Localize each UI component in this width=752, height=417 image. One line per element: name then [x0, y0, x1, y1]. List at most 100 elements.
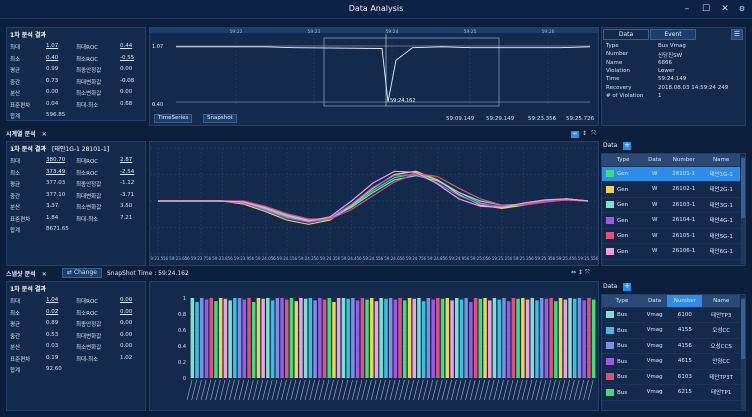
bar: [388, 298, 393, 378]
bar: [492, 298, 497, 378]
table-header-row: Type Data Number Name: [602, 295, 740, 308]
table-row[interactable]: Gen W 26102-1 태안2G-1: [602, 181, 740, 198]
table-row[interactable]: Bus Vmag 4615 안양CC: [602, 353, 740, 370]
minimize-button[interactable]: –: [684, 4, 690, 14]
mid-add-icon[interactable]: +: [623, 141, 631, 150]
table-row[interactable]: Gen W 26106-1 태안6G-1: [602, 243, 740, 260]
change-button[interactable]: ⇄ Change: [62, 268, 102, 278]
table-row[interactable]: Bus Vmag 6215 태안TP1: [602, 384, 740, 401]
bar: [346, 298, 350, 378]
table-row[interactable]: Gen W 26103-1 태안3G-1: [602, 197, 740, 213]
timeseries-section-header: 시계열 분석 ✕: [6, 129, 47, 139]
stat-label: 합계: [10, 228, 21, 234]
fit-icon[interactable]: ⇔: [571, 131, 579, 138]
bar-x-label: [285, 379, 292, 401]
stat-label-2: 최대변화값: [76, 79, 102, 86]
column-header[interactable]: Number: [667, 295, 703, 308]
top-line-chart[interactable]: 59:22 59:23 59:24 59:25 59:26 1.07 0.40 59:24.1…: [150, 28, 598, 108]
data-cell: Vmag: [641, 307, 668, 323]
type-cell: Bus: [602, 369, 642, 385]
bar: [535, 300, 539, 378]
bar: [318, 298, 322, 378]
table-row[interactable]: Bus Vmag 4155 오성CC: [602, 322, 740, 339]
bar-x-label: [276, 379, 282, 401]
column-header[interactable]: Number: [665, 154, 703, 167]
mid-x-tick: 59:25.456: [556, 256, 577, 261]
bot-add-icon[interactable]: +: [623, 282, 631, 291]
bar: [530, 298, 534, 378]
bar: [218, 298, 223, 378]
column-header[interactable]: Name: [702, 295, 740, 308]
bar: [266, 298, 270, 378]
type-cell: Gen: [602, 212, 645, 229]
column-header[interactable]: Type: [602, 154, 645, 167]
stat-label-2: 최소변화값: [76, 345, 102, 351]
table-row[interactable]: Gen W 26105-1 태안5G-1: [602, 228, 740, 244]
snapshot-button[interactable]: Snapshot: [203, 114, 237, 123]
bar-x-label: [370, 379, 377, 401]
stat-value: 596.85: [46, 112, 66, 118]
bar: [407, 298, 412, 378]
bar-x-label: [205, 379, 212, 401]
settings-icon[interactable]: ⚙: [738, 5, 746, 13]
series-swatch: [606, 170, 614, 178]
bar-x-label: [399, 379, 405, 401]
mid-x-tick: 59:25.156: [492, 256, 513, 261]
column-header[interactable]: Data: [641, 295, 668, 308]
event-panel: Data Event ☰ Type Bus Vmag Number 신당진SW Name…: [601, 27, 746, 126]
bar-x-label: [342, 379, 349, 401]
bot-table-scrollbar[interactable]: [741, 297, 745, 409]
bar: [549, 298, 553, 378]
table-row[interactable]: Bus Vmag 6100 태안TP3: [602, 307, 740, 323]
bar-x-label: [394, 379, 400, 401]
bar: [469, 302, 473, 378]
bar: [577, 298, 582, 378]
table-row[interactable]: Bus Vmag 6103 태안TP3T: [602, 369, 740, 385]
close-button[interactable]: ✕: [721, 4, 729, 14]
bottom-tool-icons[interactable]: ⇔ ↕ ⤧: [571, 269, 590, 276]
bar: [393, 299, 398, 378]
mid-data-label: Data: [603, 142, 618, 149]
mid-table-scrollbar[interactable]: [741, 156, 745, 264]
column-header[interactable]: Type: [602, 295, 642, 308]
expand-icon[interactable]: ↕: [582, 130, 588, 137]
bot-bar-chart[interactable]: 1 0.8 0.6 0.4 0.2 0: [150, 282, 598, 410]
mid-table-panel: Type Data Number Name Gen W 26101-1 태안1G-1 Gen W 2…: [601, 153, 746, 266]
timeseries-button[interactable]: TimeSeries: [154, 114, 193, 123]
close-snapshot-icon[interactable]: ✕: [41, 271, 47, 278]
mid-stats-tag: [태안1G-1 28101-1]: [52, 146, 110, 153]
series-swatch: [606, 247, 614, 255]
stat-label-2: 최대변화값: [76, 333, 102, 340]
bar: [322, 299, 327, 378]
bar: [591, 299, 596, 378]
table-row[interactable]: Gen W 26104-1 태안4G-1: [602, 212, 740, 229]
table-row[interactable]: Gen W 26101-1 태안1G-1: [602, 166, 740, 182]
bar-x-label: [550, 379, 556, 401]
bar-x-label: [545, 379, 552, 401]
number-cell: 4156: [667, 338, 703, 354]
data-cell: Vmag: [641, 338, 668, 354]
bar-x-label: [186, 379, 193, 401]
bar-x-label: [422, 379, 429, 401]
close-timeseries-icon[interactable]: ✕: [41, 131, 47, 138]
stat-value-2: -0.55: [120, 54, 135, 61]
mid-x-tick: 59:24.056: [255, 256, 276, 261]
menu-icon[interactable]: ☰: [731, 29, 743, 40]
fullscreen-icon[interactable]: ⤧: [591, 130, 596, 137]
bar-x-label: [507, 379, 514, 401]
bar-x-label: [474, 379, 481, 401]
table-row[interactable]: Bus Vmag 4156 오성CCS: [602, 338, 740, 354]
name-cell: 오성CC: [702, 322, 740, 339]
column-header[interactable]: Name: [702, 154, 740, 167]
bar: [450, 300, 454, 378]
maximize-button[interactable]: ☐: [701, 4, 711, 14]
stat-value: 1.07: [46, 43, 59, 49]
mid-line-chart[interactable]: 59:23.55659:23.65659:23.75659:23.85659:2…: [150, 142, 598, 265]
series-swatch: [606, 357, 614, 365]
info-key: Number: [606, 51, 629, 58]
tab-event[interactable]: Event: [650, 29, 696, 40]
tab-data[interactable]: Data: [603, 29, 649, 40]
bar-x-label: [498, 379, 504, 401]
mid-x-tick: 59:24.556: [363, 256, 384, 261]
column-header[interactable]: Data: [644, 154, 666, 167]
